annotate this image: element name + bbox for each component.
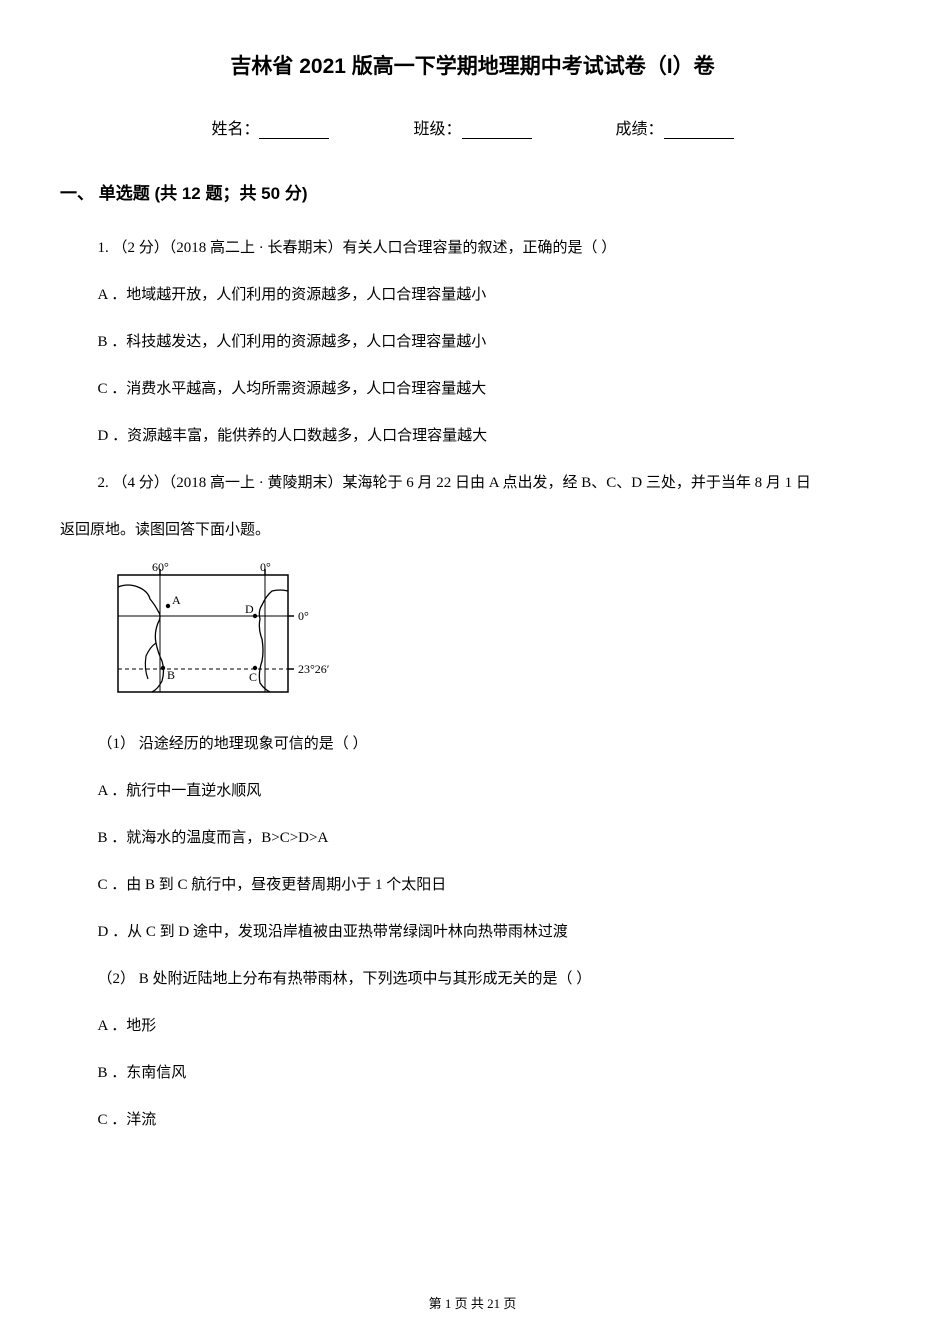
map-lon-60: 60°	[152, 561, 169, 574]
q2-sub1-option-c: C ．由 B 到 C 航行中，昼夜更替周期小于 1 个太阳日	[60, 869, 885, 902]
q1-option-a: A ．地域越开放，人们利用的资源越多，人口合理容量越小	[60, 279, 885, 312]
class-field: 班级：	[413, 115, 531, 139]
name-label: 姓名：	[211, 121, 259, 138]
name-blank[interactable]	[259, 121, 329, 139]
q2-sub1-option-d: D ．从 C 到 D 途中，发现沿岸植被由亚热带常绿阔叶林向热带雨林过渡	[60, 916, 885, 949]
score-label: 成绩：	[616, 121, 664, 138]
question-2: 2. （4 分）（2018 高一上 · 黄陵期末）某海轮于 6 月 22 日由 …	[60, 467, 885, 1137]
q2-stem-line2: 返回原地。读图回答下面小题。	[60, 514, 885, 547]
q2-sub2-option-b: B ．东南信风	[60, 1057, 885, 1090]
section-1-header: 一、 单选题 (共 12 题；共 50 分)	[60, 179, 885, 204]
map-lat-23: 23°26′	[298, 662, 330, 676]
q2-sub1-option-a: A ．航行中一直逆水顺风	[60, 775, 885, 808]
class-blank[interactable]	[462, 121, 532, 139]
q2-sub1-option-b: B ．就海水的温度而言，B>C>D>A	[60, 822, 885, 855]
map-label-c: C	[249, 670, 257, 684]
page-footer: 第 1 页 共 21 页	[0, 1293, 945, 1312]
map-label-a: A	[172, 593, 181, 607]
score-blank[interactable]	[664, 121, 734, 139]
map-label-d: D	[245, 602, 254, 616]
map-svg: A B C D 60° 0° 0° 23°26′	[100, 561, 340, 706]
q1-option-c: C ．消费水平越高，人均所需资源越多，人口合理容量越大	[60, 373, 885, 406]
map-lat-0: 0°	[298, 609, 309, 623]
q2-sub2-stem: （2） B 处附近陆地上分布有热带雨林，下列选项中与其形成无关的是（ ）	[60, 963, 885, 996]
q2-stem-line1: 2. （4 分）（2018 高一上 · 黄陵期末）某海轮于 6 月 22 日由 …	[60, 467, 885, 500]
q2-sub2-option-c: C ．洋流	[60, 1104, 885, 1137]
q1-option-d: D ．资源越丰富，能供养的人口数越多，人口合理容量越大	[60, 420, 885, 453]
q2-sub1-stem: （1） 沿途经历的地理现象可信的是（ ）	[60, 728, 885, 761]
q1-stem: 1. （2 分）（2018 高二上 · 长春期末）有关人口合理容量的叙述，正确的…	[60, 232, 885, 265]
map-label-b: B	[167, 668, 175, 682]
class-label: 班级：	[413, 121, 461, 138]
name-field: 姓名：	[211, 115, 329, 139]
student-info-row: 姓名： 班级： 成绩：	[60, 115, 885, 139]
map-lon-0: 0°	[260, 561, 271, 574]
question-1: 1. （2 分）（2018 高二上 · 长春期末）有关人口合理容量的叙述，正确的…	[60, 232, 885, 453]
q1-option-b: B ．科技越发达，人们利用的资源越多，人口合理容量越小	[60, 326, 885, 359]
q2-map-figure: A B C D 60° 0° 0° 23°26′	[100, 561, 885, 706]
exam-title: 吉林省 2021 版高一下学期地理期中考试试卷（I）卷	[60, 50, 885, 80]
q2-sub2-option-a: A ．地形	[60, 1010, 885, 1043]
score-field: 成绩：	[616, 115, 734, 139]
